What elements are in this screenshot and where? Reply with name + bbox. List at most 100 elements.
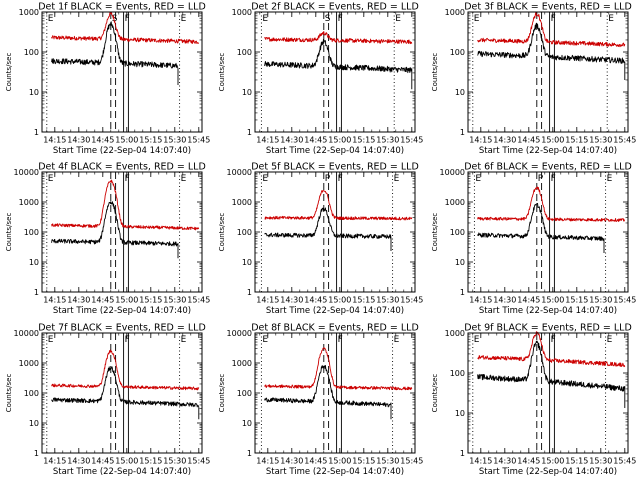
y-tick-label: 10: [242, 419, 252, 428]
detector-panel: Det 5f BLACK = Events, RED = LLD Counts/s…: [218, 162, 423, 317]
y-tick-label: 1: [34, 449, 39, 458]
events-series-line: [477, 340, 626, 408]
x-tick-label: 15:30: [589, 136, 612, 145]
x-tick-label: 15:30: [589, 296, 612, 305]
y-axis-label: Counts/sec: [218, 374, 226, 413]
events-series-line: [477, 203, 605, 253]
panel-title: Det 3f BLACK = Events, RED = LLD: [464, 2, 632, 13]
x-tick-label: 15:30: [163, 457, 186, 466]
x-tick-label: 14:15: [469, 136, 492, 145]
x-tick-label: 14:15: [43, 296, 66, 305]
x-tick-label: 15:00: [541, 457, 564, 466]
x-tick-label: 14:15: [256, 457, 279, 466]
x-tick-label: 14:15: [43, 136, 66, 145]
x-tick-label: 15:30: [376, 457, 399, 466]
x-tick-label: 15:15: [139, 136, 162, 145]
x-tick-label: 14:30: [280, 136, 303, 145]
detector-panel: Det 6f BLACK = Events, RED = LLD Counts/s…: [431, 162, 636, 317]
plot-frame: [467, 171, 629, 293]
y-tick-label: 10: [29, 419, 39, 428]
y-tick-label: 1: [34, 288, 39, 297]
events-series-line: [477, 22, 626, 80]
lld-series-line: [264, 31, 413, 45]
x-tick-label: 15:00: [328, 296, 351, 305]
x-axis-label: Start Time (22-Sep-04 14:07:40): [479, 146, 617, 156]
interval-marker-label: E: [181, 335, 187, 345]
lld-series-line: [264, 190, 413, 221]
y-tick-label: 1000: [232, 198, 252, 207]
interval-marker-label: F: [551, 174, 556, 184]
x-axis-label: Start Time (22-Sep-04 14:07:40): [266, 306, 404, 316]
x-tick-label: 14:45: [91, 457, 114, 466]
interval-marker-label: E: [262, 14, 268, 24]
interval-marker-label: E: [48, 14, 54, 24]
x-tick-label: 15:00: [115, 457, 138, 466]
y-axis-label: Counts/sec: [5, 213, 13, 252]
x-tick-label: 15:15: [565, 296, 588, 305]
x-tick-label: 14:15: [256, 136, 279, 145]
x-tick-label: 15:15: [139, 296, 162, 305]
detector-panel: Det 7f BLACK = Events, RED = LLD Counts/s…: [5, 323, 210, 478]
x-tick-label: 14:45: [517, 457, 540, 466]
x-tick-label: 14:45: [304, 136, 327, 145]
interval-marker-label: E: [475, 174, 481, 184]
interval-marker-label: E: [48, 174, 54, 184]
lld-series-line: [477, 186, 626, 222]
y-tick-label: 1000: [445, 8, 465, 17]
lld-series-line: [51, 11, 200, 44]
interval-marker-label: S: [112, 14, 118, 24]
interval-marker-label: F: [125, 335, 130, 345]
detector-panel: Det 4f BLACK = Events, RED = LLD Counts/s…: [5, 162, 210, 317]
interval-marker-label: E: [48, 335, 54, 345]
events-series-line: [264, 207, 392, 251]
y-tick-label: 100: [450, 228, 465, 237]
y-tick-label: 1: [460, 449, 465, 458]
events-series-line: [51, 366, 200, 420]
interval-marker-label: F: [551, 14, 556, 24]
y-tick-label: 1000: [232, 359, 252, 368]
y-tick-label: 10: [29, 258, 39, 267]
y-tick-label: 1000: [19, 359, 39, 368]
interval-marker-label: F: [338, 14, 343, 24]
y-tick-label: 100: [24, 228, 39, 237]
lld-series-line: [51, 179, 200, 231]
plot-frame: [254, 332, 416, 454]
x-tick-label: 14:30: [67, 457, 90, 466]
panel-title: Det 1f BLACK = Events, RED = LLD: [38, 2, 206, 13]
interval-marker-label: E: [262, 335, 268, 345]
interval-marker-label: F: [551, 335, 556, 345]
y-tick-label: 1: [460, 128, 465, 137]
plot-frame: [41, 171, 203, 293]
x-axis-label: Start Time (22-Sep-04 14:07:40): [266, 146, 404, 156]
x-tick-label: 15:30: [589, 457, 612, 466]
interval-marker-label: P: [325, 174, 331, 184]
panel-title: Det 5f BLACK = Events, RED = LLD: [251, 162, 419, 173]
x-axis-label: Start Time (22-Sep-04 14:07:40): [266, 467, 404, 477]
y-axis-label: Counts/sec: [431, 374, 439, 413]
x-tick-label: 14:45: [91, 136, 114, 145]
x-tick-label: 15:45: [613, 457, 636, 466]
y-tick-label: 10000: [227, 168, 252, 177]
interval-marker-label: E: [474, 335, 480, 345]
x-axis-label: Start Time (22-Sep-04 14:07:40): [53, 146, 191, 156]
interval-marker-label: F: [338, 335, 343, 345]
x-tick-label: 15:30: [163, 296, 186, 305]
y-tick-label: 100: [237, 389, 252, 398]
x-tick-label: 15:45: [613, 136, 636, 145]
y-tick-label: 10000: [14, 329, 39, 338]
interval-marker-label: E: [181, 14, 187, 24]
y-tick-label: 100: [450, 48, 465, 57]
y-tick-label: 10: [455, 88, 465, 97]
events-series-line: [264, 365, 392, 420]
plot-frame: [467, 11, 629, 133]
x-tick-label: 15:30: [376, 296, 399, 305]
y-tick-label: 1: [247, 449, 252, 458]
y-tick-label: 1000: [19, 198, 39, 207]
x-tick-label: 15:00: [541, 296, 564, 305]
y-tick-label: 1000: [445, 329, 465, 338]
x-tick-label: 14:45: [304, 296, 327, 305]
events-series-line: [264, 39, 413, 90]
y-tick-label: 1000: [232, 8, 252, 17]
x-tick-label: 14:30: [493, 457, 516, 466]
